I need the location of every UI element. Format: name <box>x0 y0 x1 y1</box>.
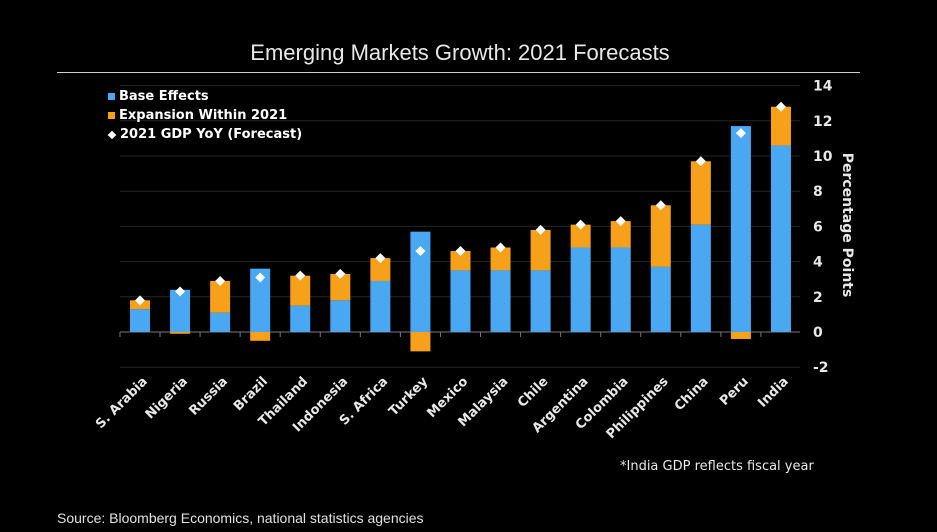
y-tick-label: 6 <box>813 219 823 235</box>
y-tick-label: 12 <box>813 114 832 130</box>
bar-base-effects <box>290 305 311 332</box>
bar-base-effects <box>730 126 751 332</box>
gdp-forecast-marker <box>575 219 586 230</box>
bar-expansion <box>290 275 311 306</box>
gdp-forecast-marker <box>255 272 266 283</box>
bar-expansion <box>170 332 191 334</box>
bar-expansion <box>330 273 351 301</box>
gdp-forecast-marker <box>415 246 426 257</box>
y-tick-label: -2 <box>813 360 829 376</box>
legend-swatch-expansion <box>108 112 115 119</box>
bar-base-effects <box>530 270 551 332</box>
legend-label-gdp: 2021 GDP YoY (Forecast) <box>120 127 303 142</box>
y-tick-label: 8 <box>813 184 823 200</box>
gdp-forecast-marker <box>335 268 346 279</box>
gdp-forecast-marker <box>775 101 786 112</box>
bar-base-effects <box>410 231 431 332</box>
bar-base-effects <box>370 280 391 332</box>
x-category-label: S. Arabia <box>93 374 151 432</box>
legend-item-expansion: Expansion Within 2021 <box>108 106 302 125</box>
gdp-forecast-marker <box>455 246 466 257</box>
y-axis-label: Percentage Points <box>839 153 855 298</box>
bar-base-effects <box>170 289 191 332</box>
bar-expansion <box>570 224 591 248</box>
x-category-label: Nigeria <box>143 374 191 422</box>
legend-diamond-icon <box>107 130 117 139</box>
legend-item-gdp: 2021 GDP YoY (Forecast) <box>107 125 303 144</box>
bar-base-effects <box>250 268 271 332</box>
gdp-forecast-marker <box>215 275 226 286</box>
bar-expansion <box>770 106 791 146</box>
x-category-label: India <box>755 374 792 411</box>
y-tick-label: 10 <box>813 149 833 165</box>
bar-base-effects <box>610 247 631 332</box>
bar-expansion <box>610 221 631 248</box>
bar-base-effects <box>570 247 591 332</box>
bar-expansion <box>730 332 751 340</box>
bar-base-effects <box>130 309 150 332</box>
x-category-label: Brazil <box>231 374 271 414</box>
title-divider <box>57 72 860 73</box>
x-category-label: China <box>672 374 712 414</box>
legend: Base Effects Expansion Within 2021 2021 … <box>107 87 303 144</box>
x-category-label: Chile <box>515 374 552 411</box>
gdp-forecast-marker <box>535 224 546 235</box>
bar-expansion <box>370 258 391 281</box>
x-category-label: Turkey <box>386 374 431 419</box>
legend-label-base: Base Effects <box>119 89 209 104</box>
bar-expansion <box>490 247 511 271</box>
bar-base-effects <box>690 224 711 332</box>
y-tick-label: 14 <box>813 79 833 95</box>
bar-base-effects <box>210 312 231 332</box>
gdp-forecast-marker <box>295 270 306 281</box>
y-tick-label: 0 <box>813 325 823 341</box>
gdp-forecast-marker <box>375 253 386 264</box>
gdp-forecast-marker <box>135 295 145 306</box>
bar-base-effects <box>650 266 671 332</box>
bar-base-effects <box>330 300 351 332</box>
y-tick-label: 2 <box>813 290 823 306</box>
bar-expansion <box>450 251 471 271</box>
bar-expansion <box>530 229 551 271</box>
source-note: Source: Bloomberg Economics, national st… <box>57 510 424 526</box>
legend-swatch-base <box>108 93 115 100</box>
gdp-forecast-marker <box>495 242 506 253</box>
x-category-label: Russia <box>186 374 231 419</box>
bar-expansion <box>650 205 671 267</box>
gdp-forecast-marker <box>655 200 666 211</box>
chart-title: Emerging Markets Growth: 2021 Forecasts <box>250 40 670 65</box>
gdp-forecast-marker <box>735 128 746 139</box>
footnote: *India GDP reflects fiscal year <box>620 459 814 474</box>
gdp-forecast-marker <box>695 156 706 167</box>
bar-base-effects <box>450 270 471 332</box>
gdp-forecast-marker <box>175 286 186 297</box>
bar-expansion <box>250 332 271 341</box>
bar-base-effects <box>770 145 791 332</box>
y-tick-label: 4 <box>813 255 823 271</box>
legend-item-base: Base Effects <box>108 87 302 106</box>
bar-base-effects <box>490 270 511 332</box>
bar-expansion <box>690 161 711 225</box>
bar-expansion <box>410 332 431 352</box>
bar-expansion <box>210 280 231 313</box>
gdp-forecast-marker <box>615 216 626 227</box>
legend-label-expansion: Expansion Within 2021 <box>119 108 288 123</box>
x-category-label: Peru <box>717 374 752 409</box>
